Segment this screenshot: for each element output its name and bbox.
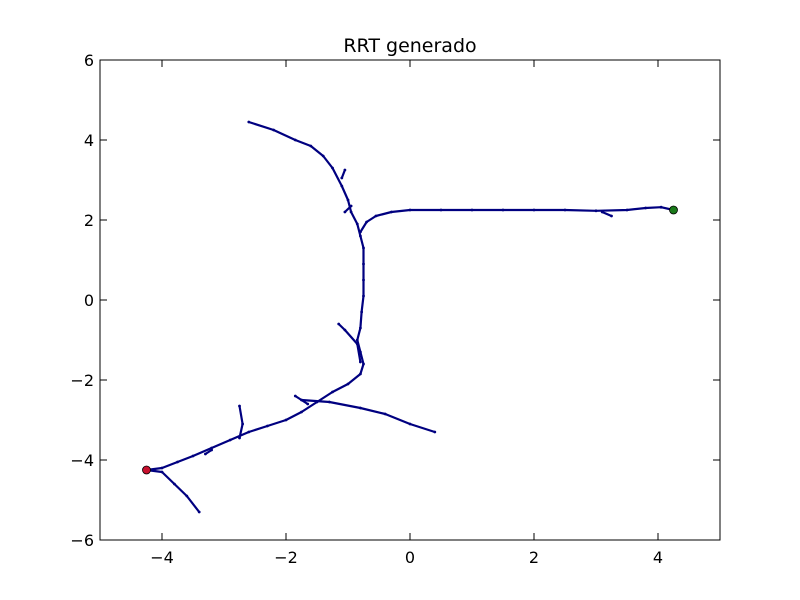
- tree-node: [160, 466, 164, 470]
- tree-node: [284, 418, 288, 422]
- tree-node: [343, 328, 347, 332]
- tree-node: [346, 382, 350, 386]
- tree-node: [355, 342, 359, 346]
- tree-branch: [343, 204, 353, 214]
- tree-node: [343, 210, 347, 214]
- y-tick-label: 4: [84, 131, 94, 150]
- tree-node: [238, 404, 241, 408]
- tree-node: [343, 168, 347, 172]
- tree-node: [241, 422, 245, 426]
- tree-node: [185, 494, 189, 498]
- tree-node: [360, 310, 364, 314]
- tree-node: [359, 406, 362, 410]
- tree-node: [176, 460, 179, 464]
- tree-node: [610, 214, 613, 218]
- tree-node: [470, 208, 474, 212]
- tree-node: [210, 446, 214, 450]
- x-tick-label: 2: [529, 548, 539, 567]
- y-tick-label: −6: [70, 531, 94, 550]
- tree-node: [439, 208, 443, 212]
- tree-node: [374, 214, 378, 218]
- tree-node: [362, 246, 365, 250]
- tree-node: [300, 410, 303, 414]
- tree-node: [197, 510, 201, 514]
- start-point: [142, 465, 151, 475]
- x-tick-label: 0: [405, 548, 415, 567]
- tree-branch: [300, 398, 436, 434]
- tree-node: [408, 208, 412, 212]
- y-tick-label: −2: [70, 371, 94, 390]
- tree-node: [210, 448, 214, 452]
- chart-title: RRT generado: [343, 35, 476, 57]
- endpoints: [142, 205, 678, 475]
- y-tick-label: −4: [70, 451, 94, 470]
- tree-node: [340, 184, 344, 188]
- y-tick-label: 6: [84, 51, 94, 70]
- tree-node: [321, 154, 325, 158]
- tree-node: [359, 230, 362, 234]
- tree-node: [408, 422, 412, 426]
- tree-node: [349, 204, 353, 208]
- tree-node: [355, 338, 359, 342]
- tree-node: [532, 208, 536, 212]
- tree-node: [272, 128, 275, 132]
- tree-node: [390, 210, 393, 214]
- tree-node: [383, 412, 387, 416]
- y-tick-label: 0: [84, 291, 94, 310]
- tree-node: [362, 362, 365, 366]
- tree-node: [160, 470, 164, 474]
- tree-node: [359, 360, 362, 364]
- tree-node: [346, 198, 350, 202]
- y-tick-label: 2: [84, 211, 94, 230]
- tree-node: [340, 176, 344, 180]
- tree-node: [349, 210, 353, 214]
- tree-node: [659, 205, 663, 209]
- axis-ticks: −4 −2 0 2 4 6 4 2 0 −2 −4 −6: [70, 51, 720, 567]
- tree-node: [238, 436, 241, 440]
- tree-node: [433, 430, 437, 434]
- tree-node: [625, 208, 629, 212]
- tree-node: [563, 208, 567, 212]
- tree-node: [266, 424, 269, 428]
- tree-node: [247, 430, 251, 434]
- tree-node: [355, 222, 359, 226]
- x-tick-label: 4: [653, 548, 663, 567]
- x-tick-label: −2: [274, 548, 298, 567]
- tree-node: [501, 208, 505, 212]
- tree-node: [362, 278, 365, 282]
- tree-node: [173, 482, 176, 486]
- tree-node: [328, 400, 331, 404]
- plot-frame: [99, 59, 721, 541]
- tree-branch: [340, 168, 346, 180]
- tree-node: [600, 210, 604, 214]
- tree-node: [228, 438, 232, 442]
- tree-node: [293, 138, 297, 142]
- tree-branch: [337, 322, 362, 364]
- tree-node: [362, 294, 365, 298]
- tree-branch: [294, 394, 309, 406]
- tree-node: [594, 209, 598, 213]
- tree-node: [247, 120, 251, 124]
- tree-node: [331, 166, 334, 170]
- tree-node: [306, 402, 310, 406]
- tree-node: [293, 394, 297, 398]
- tree-node: [204, 452, 207, 456]
- rrt-tree: [145, 120, 675, 514]
- tree-node: [309, 144, 313, 148]
- tree-node: [365, 220, 368, 224]
- tree-node: [337, 322, 341, 326]
- tree-node: [359, 234, 362, 238]
- tree-branch: [601, 210, 613, 218]
- tree-node: [359, 372, 362, 376]
- tree-node: [644, 206, 647, 210]
- tree-node: [191, 454, 195, 458]
- x-tick-label: −4: [150, 548, 174, 567]
- tree-node: [359, 326, 362, 330]
- tree-node: [331, 390, 334, 394]
- tree-node: [362, 262, 365, 266]
- goal-point: [669, 205, 678, 215]
